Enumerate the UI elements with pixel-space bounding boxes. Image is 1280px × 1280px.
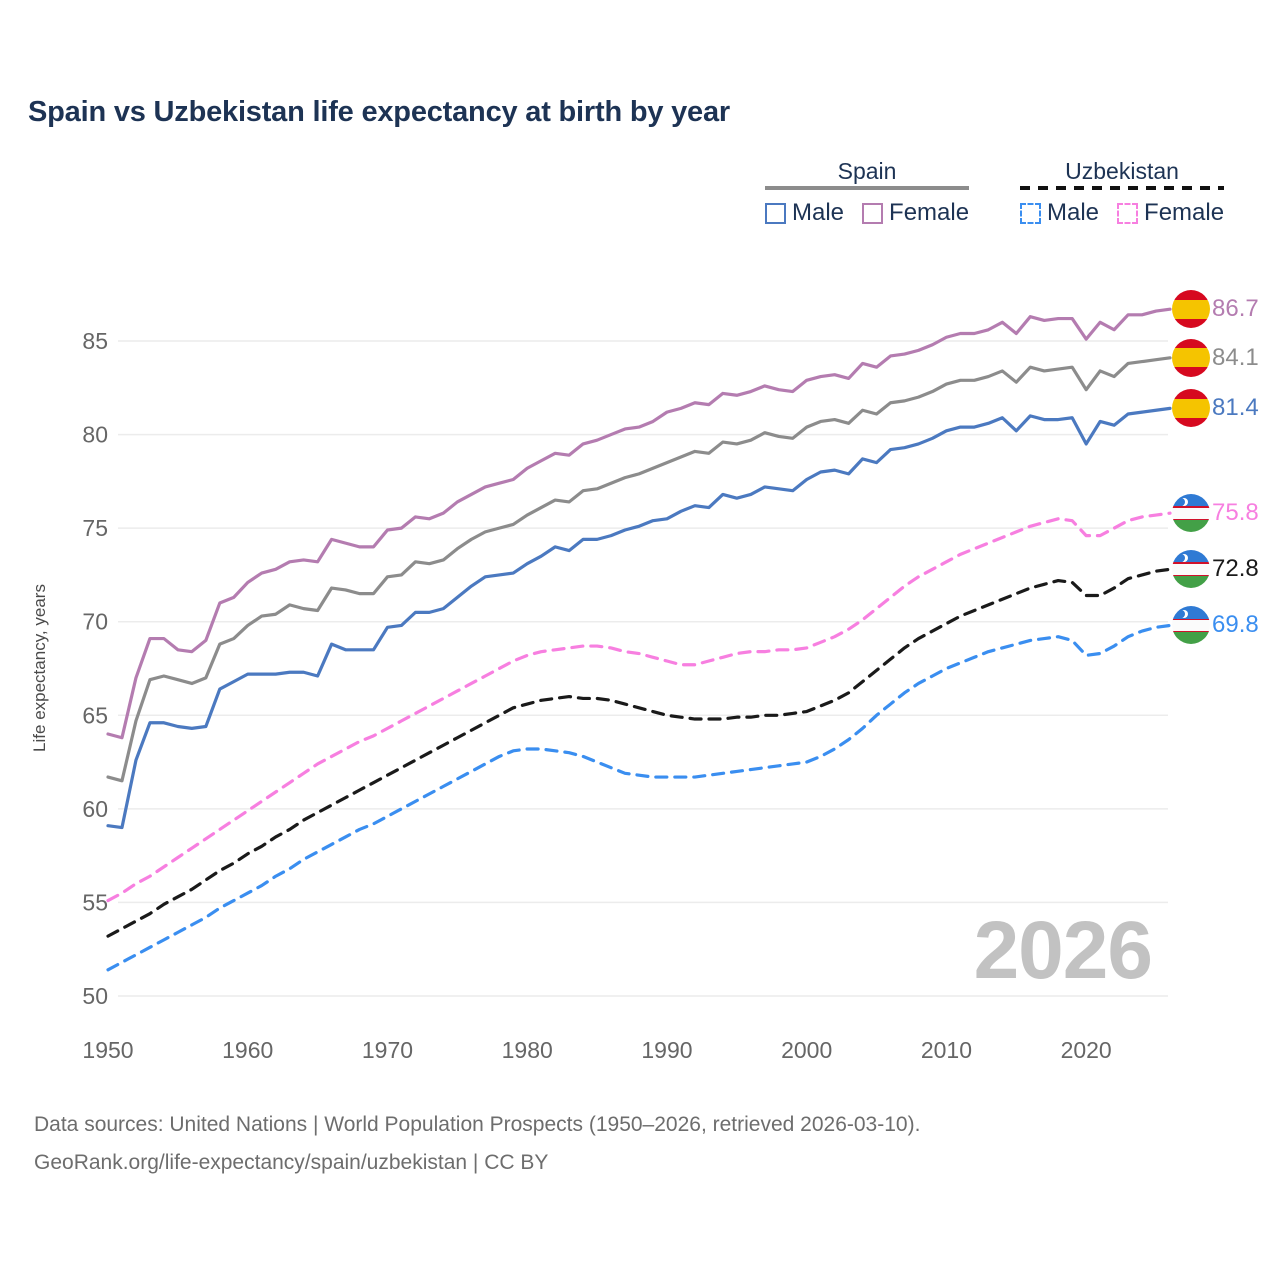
y-axis-tick-label: 75: [82, 515, 108, 541]
year-watermark: 2026: [973, 905, 1153, 996]
x-axis-tick-label: 2010: [921, 1037, 972, 1063]
legend-label-spain-male: Male: [792, 199, 845, 226]
end-value-label: 69.8: [1212, 611, 1259, 639]
legend-group-spain: Spain Male Female: [765, 158, 970, 227]
series-line-uzbekistan-male: [106, 623, 1172, 972]
legend-swatch-spain-female: [862, 202, 884, 224]
footer-credits: Data sources: United Nations | World Pop…: [34, 1106, 920, 1182]
legend-country-spain: Spain: [837, 158, 897, 184]
end-value-label: 84.1: [1212, 343, 1259, 371]
legend-rule-uzbekistan: [1020, 186, 1225, 190]
page-title: Spain vs Uzbekistan life expectancy at b…: [28, 96, 730, 128]
series-lines: [106, 307, 1172, 972]
footer-line-2: GeoRank.org/life-expectancy/spain/uzbeki…: [34, 1151, 549, 1174]
series-line-uzbekistan-female: [106, 511, 1172, 903]
y-axis-tick-label: 60: [82, 796, 108, 822]
spain-flag-icon: [1172, 389, 1210, 428]
legend-rule-spain: [765, 186, 970, 190]
uzbekistan-flag-icon: [1172, 606, 1210, 645]
x-axis-tick-label: 2020: [1061, 1037, 1112, 1063]
y-axis-tick-label: 85: [82, 328, 108, 354]
end-value-label: 81.4: [1212, 394, 1259, 422]
legend-item-uzbekistan-male[interactable]: Male: [1020, 199, 1099, 227]
legend-label-spain-female: Female: [889, 199, 970, 226]
legend-swatch-spain-male: [765, 202, 786, 224]
y-axis-tick-label: 55: [82, 889, 108, 915]
y-axis-tick-label: 80: [82, 422, 108, 448]
end-value-label: 72.8: [1212, 555, 1259, 583]
grid-lines: [118, 340, 1168, 997]
x-axis-tick-label: 1970: [362, 1037, 413, 1063]
series-line-spain-total: [106, 356, 1172, 783]
x-axis-ticks: 1950 1960 1970 1980 1990 2000 2010 2020: [82, 1037, 1111, 1063]
x-axis-tick-label: 1960: [222, 1037, 273, 1063]
legend-item-spain-female[interactable]: Female: [862, 199, 969, 227]
spain-flag-icon: [1172, 290, 1210, 329]
line-chart: 50 55 60 65 70 75 80 85 1950 1960 1970 1980 1990 200…: [30, 307, 1172, 1063]
x-axis-tick-label: 2000: [781, 1037, 832, 1063]
legend-swatch-uzbekistan-male: [1020, 202, 1041, 224]
chart-legend: Spain Male Female Uzbekistan Male: [755, 158, 1255, 238]
legend-label-uzbekistan-male: Male: [1047, 199, 1100, 226]
legend-item-spain-male[interactable]: Male: [765, 199, 844, 227]
y-axis-tick-label: 50: [82, 983, 108, 1009]
y-axis-ticks: 50 55 60 65 70 75 80 85: [82, 328, 108, 1009]
spain-flag-icon: [1172, 338, 1210, 377]
legend-group-uzbekistan: Uzbekistan Male Female: [1020, 158, 1225, 227]
y-axis-tick-label: 70: [82, 609, 108, 635]
end-value-label: 75.8: [1212, 499, 1259, 527]
x-axis-tick-label: 1950: [82, 1037, 133, 1063]
legend-country-uzbekistan: Uzbekistan: [1065, 158, 1179, 184]
legend-item-uzbekistan-female[interactable]: Female: [1117, 199, 1224, 227]
y-axis-title-label: Life expectancy, years: [30, 584, 49, 752]
legend-swatch-uzbekistan-female: [1117, 202, 1139, 224]
uzbekistan-flag-icon: [1172, 550, 1210, 589]
series-line-uzbekistan-total: [106, 567, 1172, 938]
footer-line-1: Data sources: United Nations | World Pop…: [34, 1113, 921, 1136]
uzbekistan-flag-icon: [1172, 494, 1210, 533]
series-line-spain-male: [106, 406, 1172, 830]
x-axis-tick-label: 1980: [502, 1037, 553, 1063]
x-axis-tick-label: 1990: [641, 1037, 692, 1063]
series-line-spain-female: [106, 307, 1172, 740]
y-axis-title: Life expectancy, years: [30, 584, 49, 752]
y-axis-tick-label: 65: [82, 702, 108, 728]
end-value-label: 86.7: [1212, 295, 1259, 323]
legend-label-uzbekistan-female: Female: [1144, 199, 1225, 226]
